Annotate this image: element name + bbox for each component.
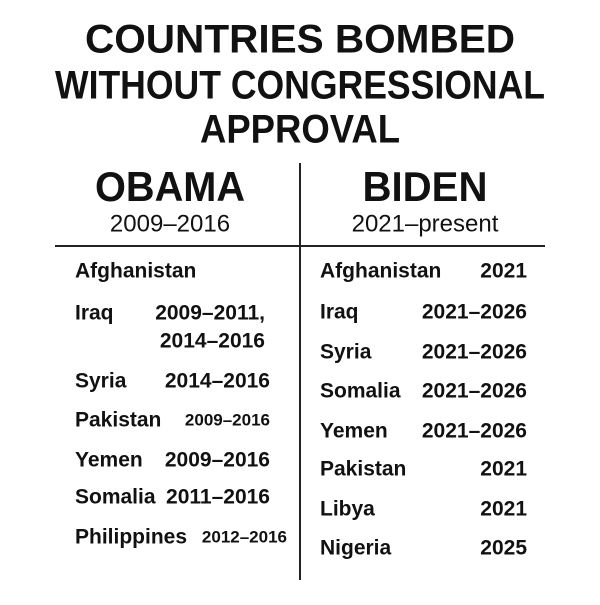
column-name: OBAMA [95, 163, 245, 210]
column-period: 2009–2016 [110, 210, 230, 237]
country: Syria [75, 370, 127, 393]
column-period: 2021–present [352, 210, 499, 237]
country: Afghanistan [75, 260, 196, 283]
country: Philippines [75, 526, 187, 549]
years: 2021 [480, 498, 527, 521]
years: 2011–2016 [166, 486, 270, 509]
country: Iraq [75, 302, 114, 325]
years: 2021–2026 [422, 420, 527, 443]
years: 2009–2011, [155, 302, 265, 325]
country: Syria [320, 341, 372, 364]
title-line: COUNTRIES BOMBED [85, 18, 515, 62]
country: Yemen [320, 420, 388, 443]
country: Somalia [75, 486, 156, 509]
country: Somalia [320, 380, 401, 403]
country: Pakistan [75, 409, 161, 432]
years: 2009–2016 [165, 449, 270, 472]
country: Iraq [320, 301, 359, 324]
years: 2021–2026 [422, 380, 527, 403]
years: 2014–2016 [165, 370, 270, 393]
years: 2012–2016 [202, 527, 287, 546]
country: Afghanistan [320, 260, 441, 283]
years: 2021 [480, 260, 527, 283]
country: Yemen [75, 449, 143, 472]
column-name: BIDEN [363, 163, 488, 210]
years: 2021–2026 [422, 341, 527, 364]
years: 2014–2016 [160, 330, 265, 353]
country: Libya [320, 498, 375, 521]
country: Pakistan [320, 458, 406, 481]
country: Nigeria [320, 537, 392, 560]
years: 2009–2016 [185, 410, 270, 429]
years: 2021 [480, 458, 527, 481]
years: 2021–2026 [422, 301, 527, 324]
title-line: WITHOUT CONGRESSIONAL [55, 64, 545, 108]
title-line: APPROVAL [200, 108, 400, 152]
years: 2025 [480, 537, 527, 560]
